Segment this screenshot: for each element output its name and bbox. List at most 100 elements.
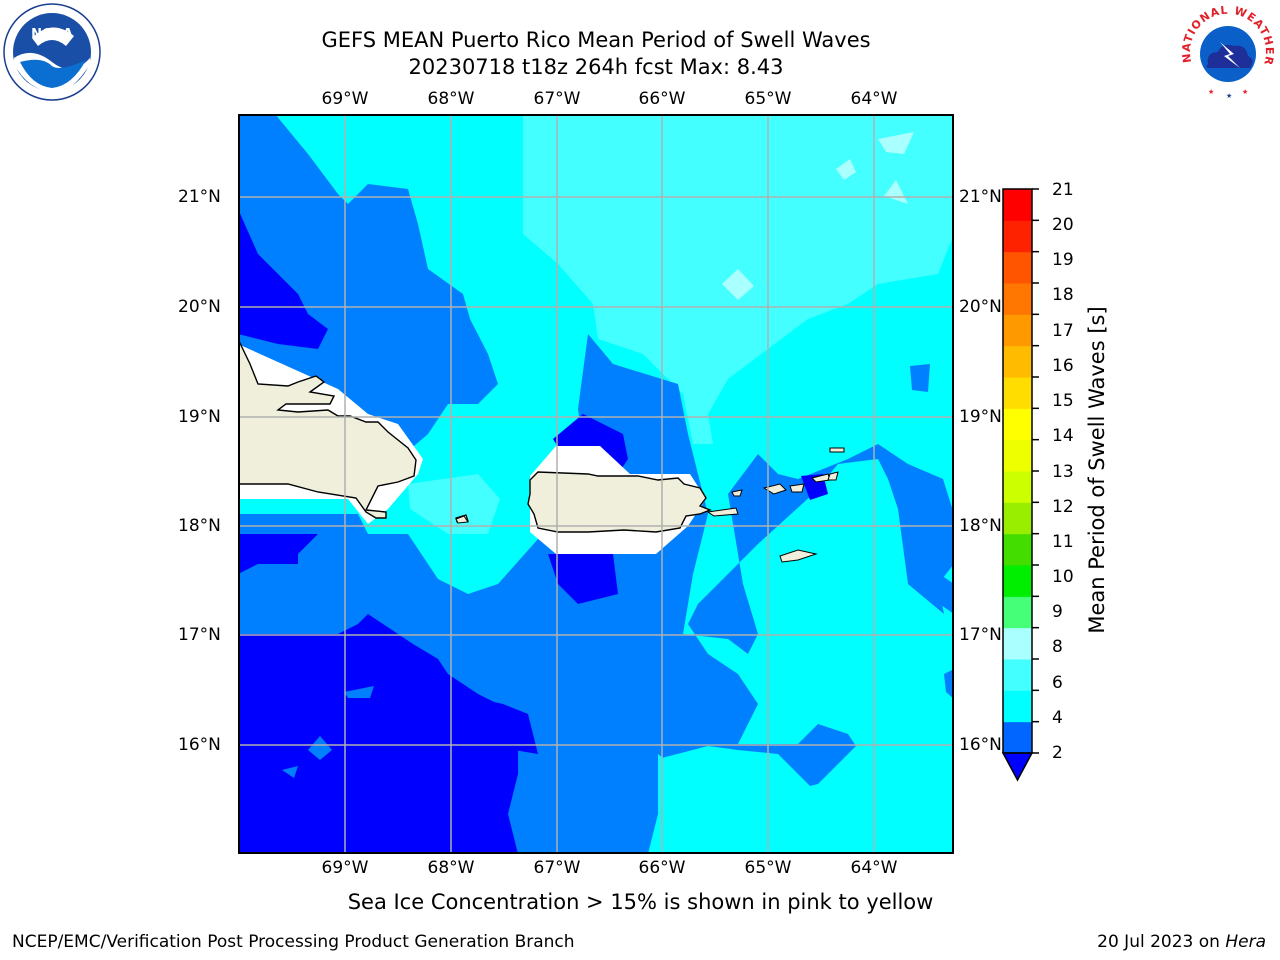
colorbar-tick-label: 19 (1052, 250, 1074, 270)
land-st-thomas (762, 483, 787, 495)
colorbar-tick-label: 14 (1052, 426, 1074, 446)
colorbar-band (1003, 533, 1032, 566)
noaa-logo: NOAA (3, 3, 101, 101)
colorbar-band (1003, 220, 1032, 253)
swell-band-lt-2 (548, 554, 618, 604)
run-date: 20 Jul 2023 on Hera (1097, 932, 1266, 952)
colorbar-band (1003, 439, 1032, 472)
map-title: GEFS MEAN Puerto Rico Mean Period of Swe… (321, 28, 871, 52)
run-date-text: 20 Jul 2023 on (1097, 932, 1220, 952)
sea-ice-footnote: Sea Ice Concentration > 15% is shown in … (347, 890, 934, 914)
lon-label-bottom: 69°W (321, 858, 369, 878)
colorbar-tick-label: 13 (1052, 462, 1074, 482)
swell-period-map (238, 114, 954, 854)
noaa-logo-text: NOAA (31, 27, 73, 42)
lat-label-left: 16°N (178, 735, 221, 755)
svg-text:★: ★ (1226, 92, 1232, 100)
colorbar-tick-label: 4 (1052, 708, 1063, 728)
svg-text:★: ★ (1242, 88, 1248, 96)
swell-band-8-9 (878, 132, 914, 154)
lon-label-bottom: 67°W (533, 858, 581, 878)
swell-band-lt-2 (238, 534, 518, 854)
producer-credit: NCEP/EMC/Verification Post Processing Pr… (12, 932, 575, 952)
colorbar-tick-label: 20 (1052, 215, 1074, 235)
colorbar-tick-label: 16 (1052, 356, 1074, 376)
swell-band-2-4 (911, 554, 954, 614)
lat-label-right: 19°N (959, 407, 1002, 427)
lat-label-right: 21°N (959, 187, 1002, 207)
swell-band-8-9 (722, 269, 754, 300)
colorbar-tick-label: 21 (1052, 180, 1074, 200)
lat-label-right: 16°N (959, 735, 1002, 755)
colorbar-tick-label: 8 (1052, 637, 1063, 657)
lat-label-left: 21°N (178, 187, 221, 207)
lat-label-left: 18°N (178, 516, 221, 536)
lon-label-top: 67°W (533, 89, 581, 109)
swell-band-2-4-island (282, 766, 298, 778)
lon-label-bottom: 66°W (638, 858, 686, 878)
lon-label-bottom: 65°W (744, 858, 792, 878)
map-border (238, 114, 954, 854)
colorbar-tick-label: 12 (1052, 497, 1074, 517)
colorbar-band (1003, 314, 1032, 347)
lon-label-top: 65°W (744, 89, 792, 109)
colorbar-band (1003, 283, 1032, 315)
colorbar (1001, 188, 1039, 782)
lat-label-left: 17°N (178, 625, 221, 645)
colorbar-band (1003, 565, 1032, 597)
colorbar-band (1003, 596, 1032, 629)
lat-label-left: 19°N (178, 407, 221, 427)
swell-band-8-9 (836, 159, 856, 180)
swell-band-8-9 (884, 180, 908, 204)
colorbar-tick-label: 10 (1052, 567, 1074, 587)
colorbar-band (1003, 345, 1032, 378)
land-anegada (829, 447, 845, 453)
map-gridlines (238, 114, 954, 854)
colorbar-band (1003, 251, 1032, 284)
colorbar-tick-label: 18 (1052, 285, 1074, 305)
swell-band-lt-2 (238, 209, 328, 349)
lat-label-right: 17°N (959, 625, 1002, 645)
colorbar-tick-label: 6 (1052, 673, 1063, 693)
land-vieques (706, 507, 739, 517)
run-host: Hera (1225, 932, 1266, 952)
land-st-croix (779, 549, 818, 563)
colorbar-tick-label: 9 (1052, 602, 1063, 622)
colorbar-band (1003, 721, 1032, 754)
colorbar-tick-label: 17 (1052, 321, 1074, 341)
lat-label-right: 20°N (959, 297, 1002, 317)
swell-band-2-4 (910, 364, 930, 392)
map-subtitle: 20230718 t18z 264h fcst Max: 8.43 (408, 55, 784, 79)
swell-band-lt-2 (418, 694, 538, 754)
lon-label-top: 66°W (638, 89, 686, 109)
lon-label-bottom: 64°W (850, 858, 898, 878)
colorbar-bands (1003, 189, 1032, 754)
colorbar-band (1003, 471, 1032, 503)
lon-label-top: 68°W (427, 89, 475, 109)
colorbar-tick-label: 11 (1052, 532, 1074, 552)
swell-band-6-8-patch (408, 474, 500, 534)
colorbar-under-triangle (1001, 752, 1034, 782)
colorbar-band (1003, 408, 1032, 441)
colorbar-band (1003, 690, 1032, 723)
colorbar-band (1003, 502, 1032, 535)
colorbar-band (1003, 377, 1032, 409)
colorbar-tick-label: 2 (1052, 743, 1063, 763)
swell-band-4-6-southeast (658, 746, 954, 854)
land-st-john (789, 483, 805, 493)
swell-band-2-4-island (344, 686, 374, 698)
land-virgin-gorda (827, 471, 839, 481)
lat-label-right: 18°N (959, 516, 1002, 536)
colorbar-band (1003, 627, 1032, 660)
land-culebra (731, 489, 743, 497)
map-panel (238, 114, 954, 854)
swell-band-2-4 (944, 669, 954, 699)
colorbar-ticks (1032, 188, 1039, 754)
colorbar-band (1003, 659, 1032, 691)
svg-text:★: ★ (1208, 88, 1214, 96)
swell-band-2-4-island (308, 736, 332, 760)
colorbar-title: Mean Period of Swell Waves [s] (1085, 306, 1109, 634)
colorbar-band (1003, 189, 1032, 221)
colorbar-tick-label: 15 (1052, 391, 1074, 411)
